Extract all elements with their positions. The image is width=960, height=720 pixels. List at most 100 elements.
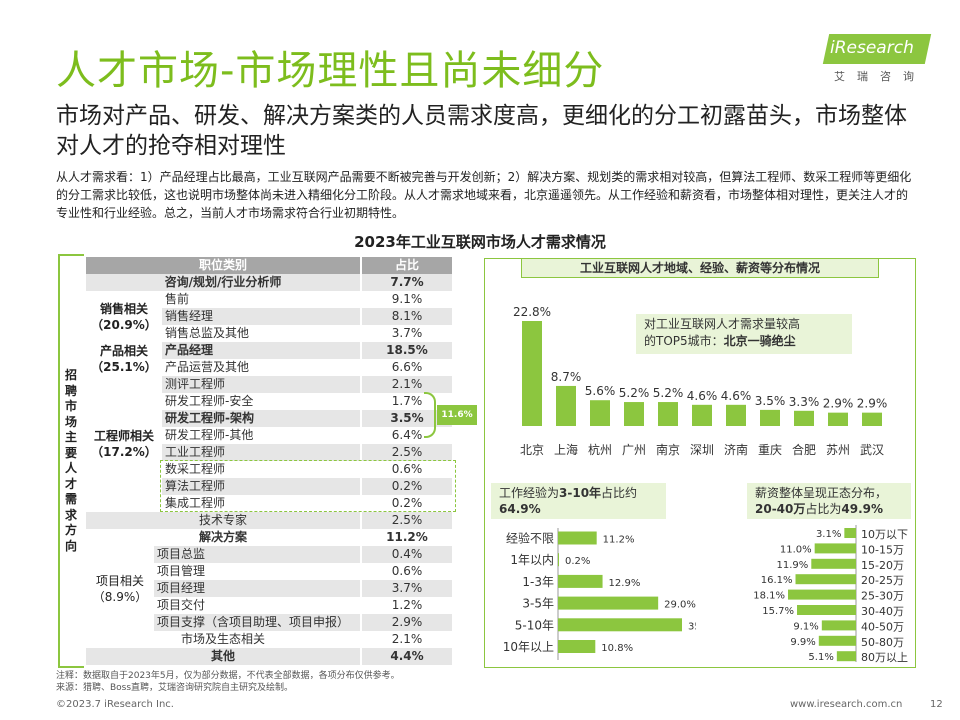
sal-title-mid: 占比为 — [805, 502, 842, 516]
table-row-value: 2.1% — [362, 376, 452, 393]
table-row-name: 其他 — [86, 648, 360, 665]
exp-bar — [558, 596, 659, 610]
city-tick-label: 南京 — [656, 442, 680, 457]
exp-bar-value: 35.9% — [688, 621, 696, 632]
exp-tick-label: 1年以内 — [510, 553, 554, 567]
table-row-name: 研发工程师-其他 — [165, 428, 254, 442]
table-row-name: 项目支撑（含项目助理、项目申报） — [154, 614, 360, 631]
city-bar-chart: 22.8% 北京 8.7% 上海 5.6% 杭州 5.2% 广州 5.2% 南京 4.6% 深圳 4.6… — [513, 305, 887, 457]
city-tick-label: 杭州 — [588, 442, 612, 457]
footer-copyright: ©2023.7 iResearch Inc. — [56, 699, 174, 710]
exp-bar — [558, 531, 597, 545]
table-row-name: 产品经理 — [162, 342, 360, 359]
table-row-name: 项目总监 — [154, 546, 360, 563]
sal-tick-label: 15-20万 — [861, 559, 904, 572]
table-row-value: 0.2% — [391, 496, 423, 510]
table-row-value: 9.1% — [391, 292, 423, 306]
sal-bar-value: 11.0% — [780, 544, 812, 555]
table-row-value: 2.9% — [362, 614, 452, 631]
note-text: 注释：数据取自于2023年5月，仅为部分数据，不代表全部数据，各项分布仅供参考。 — [56, 671, 400, 681]
sal-bar — [795, 574, 856, 585]
city-bar-value: 5.2% — [653, 386, 684, 400]
side-label-char: 要 — [64, 445, 77, 460]
source-text: 来源：猎聘、Boss直聘，艾瑞咨询研究院自主研究及绘制。 — [56, 683, 294, 693]
table-row-value: 2.5% — [362, 444, 452, 461]
city-bar — [692, 404, 712, 426]
exp-tick-label: 10年以上 — [503, 640, 554, 654]
sal-bar — [797, 605, 856, 615]
city-bar-value: 5.2% — [619, 386, 650, 400]
sal-bar — [788, 589, 856, 600]
sal-bar-value: 9.1% — [793, 621, 818, 632]
city-tick-label: 广州 — [622, 443, 646, 457]
table-row-name: 市场及生态相关 — [180, 632, 265, 646]
table-side-label: 招聘市场主要人才需求方向 — [60, 368, 82, 554]
exp-bar-value: 11.2% — [603, 535, 635, 546]
table-row-name: 项目经理 — [154, 580, 360, 597]
distribution-title: 工业互联网人才地域、经验、薪资等分布情况 — [521, 258, 879, 278]
page-number: 12 — [930, 699, 943, 710]
exp-bar-value: 29.0% — [664, 600, 696, 611]
page-description: 从人才需求看：1）产品经理占比最高，工业互联网产品需要不断被完善与开发创新；2）… — [56, 170, 912, 220]
exp-bar-value: 12.9% — [609, 578, 641, 589]
sal-title-bold2: 49.9% — [841, 502, 884, 516]
table-row-name: 研发工程师-安全 — [165, 394, 254, 408]
city-bar — [760, 409, 780, 426]
side-label-char: 向 — [64, 538, 77, 553]
table-row-value: 3.5% — [362, 410, 452, 427]
logo-cn: 艾瑞咨询 — [834, 70, 926, 83]
sal-bar-value: 5.1% — [808, 652, 833, 663]
exp-tick-label: 1-3年 — [522, 575, 554, 589]
city-tick-label: 北京 — [520, 443, 544, 457]
experience-title: 工作经验为3-10年占比约 64.9% — [491, 483, 666, 519]
sal-bar-value: 16.1% — [761, 575, 793, 586]
table-row-value: 6.4% — [391, 428, 423, 442]
sal-tick-label: 10-15万 — [861, 543, 904, 556]
city-bar-value: 4.6% — [721, 389, 752, 403]
table-row-name: 项目管理 — [157, 564, 206, 578]
exp-title-mid: 占比约 — [601, 486, 638, 500]
city-bar — [522, 321, 542, 426]
side-label-char: 求 — [64, 507, 77, 522]
exp-tick-label: 3-5年 — [522, 597, 554, 611]
city-annotation-bold: 北京一骑绝尘 — [723, 334, 796, 348]
side-label-char: 人 — [64, 461, 77, 475]
salary-bar-chart: 3.1% 10万以下 11.0% 10-15万 11.9% 15-20万 16.1% 20-2… — [753, 525, 908, 664]
city-annotation-line1: 对工业互联网人才需求量较高 — [644, 317, 801, 331]
exp-title-bold2: 64.9% — [499, 502, 541, 516]
side-label-char: 主 — [64, 430, 77, 444]
table-row-value: 0.2% — [362, 478, 452, 495]
iresearch-logo: iResearch 艾瑞咨询 — [822, 30, 932, 86]
sal-tick-label: 50-80万 — [861, 636, 904, 649]
exp-bar — [558, 574, 603, 588]
city-bar — [658, 402, 678, 426]
sal-title-bold1: 20-40万 — [755, 502, 806, 516]
table-row-name: 销售总监及其他 — [165, 326, 250, 340]
sal-tick-label: 25-30万 — [861, 590, 904, 603]
sal-tick-label: 10万以下 — [861, 528, 908, 541]
sal-bar-value: 11.9% — [777, 560, 809, 571]
sal-bar-value: 9.9% — [790, 637, 815, 648]
city-bar-value: 3.5% — [755, 394, 786, 408]
sal-bar — [836, 651, 856, 662]
sal-bar — [844, 528, 856, 538]
side-label-char: 场 — [64, 414, 77, 429]
table-row-value: 2.1% — [391, 632, 423, 646]
exp-bar — [558, 553, 559, 567]
table-group-label: 产品相关 （25.1%） — [86, 342, 162, 376]
table-row-value: 2.5% — [362, 512, 452, 529]
city-bar-value: 22.8% — [513, 305, 551, 319]
exp-title-bold1: 3-10年 — [559, 486, 602, 500]
page-title: 人才市场-市场理性且尚未细分 — [56, 48, 605, 94]
logo-word: iResearch — [830, 38, 914, 58]
table-row-name: 产品运营及其他 — [165, 360, 250, 374]
experience-bar-chart: 经验不限 11.2% 1年以内 0.2% 1-3年 12.9% 3-5年 29.0% 5-10年… — [503, 528, 696, 660]
footer-url: www.iresearch.com.cn — [790, 699, 903, 710]
city-tick-label: 深圳 — [690, 443, 714, 457]
side-label-char: 方 — [64, 523, 77, 537]
table-row-value: 18.5% — [362, 342, 452, 359]
table-row-value: 1.7% — [391, 394, 423, 408]
sal-bar-value: 15.7% — [762, 606, 794, 617]
city-bar — [726, 404, 746, 426]
sal-bar — [811, 558, 856, 569]
